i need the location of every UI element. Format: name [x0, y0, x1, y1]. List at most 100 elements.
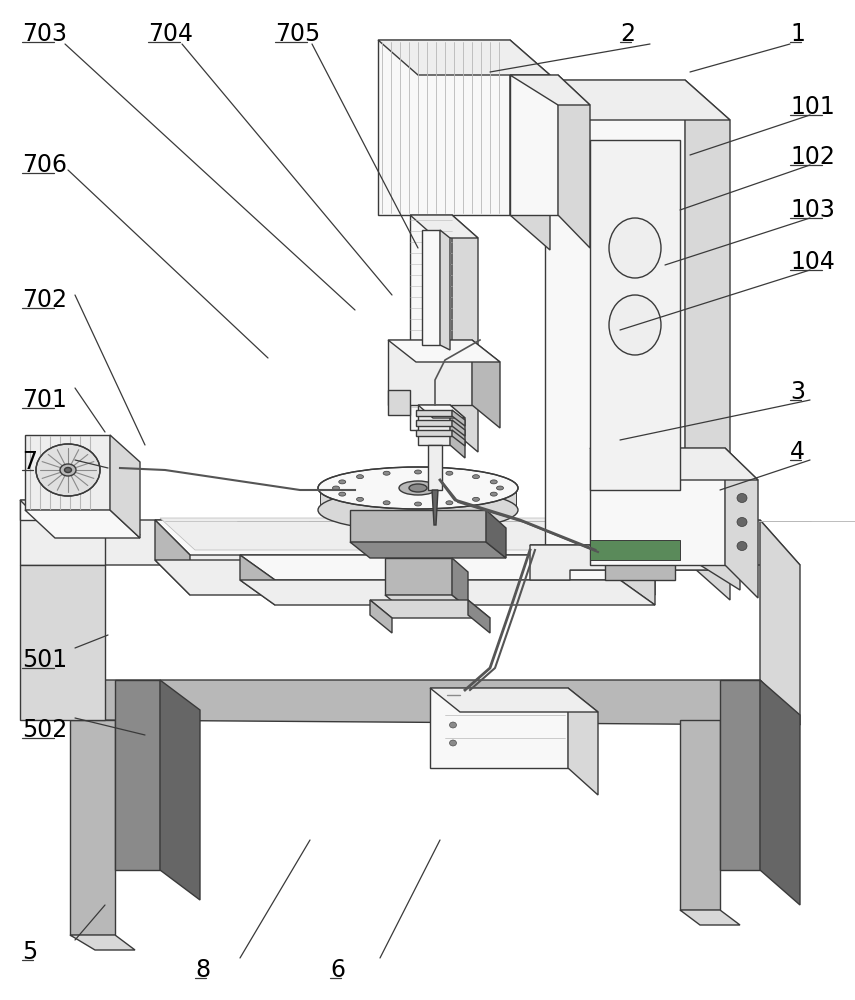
Polygon shape: [545, 80, 685, 560]
Polygon shape: [418, 405, 450, 445]
Text: 706: 706: [22, 153, 67, 177]
Text: 2: 2: [620, 22, 635, 46]
Ellipse shape: [333, 486, 339, 490]
Polygon shape: [160, 680, 200, 900]
Polygon shape: [155, 520, 655, 555]
Ellipse shape: [383, 471, 390, 475]
Polygon shape: [70, 935, 135, 950]
Polygon shape: [416, 410, 452, 416]
Ellipse shape: [497, 486, 504, 490]
Text: 1: 1: [790, 22, 805, 46]
Polygon shape: [378, 40, 550, 75]
Polygon shape: [55, 680, 800, 725]
Polygon shape: [410, 215, 478, 238]
Polygon shape: [370, 600, 490, 618]
Ellipse shape: [60, 464, 76, 476]
Ellipse shape: [473, 475, 480, 479]
Polygon shape: [378, 40, 510, 215]
Polygon shape: [620, 555, 655, 605]
Text: 704: 704: [148, 22, 193, 46]
Polygon shape: [452, 430, 465, 446]
Polygon shape: [385, 595, 468, 608]
Polygon shape: [320, 488, 516, 510]
Polygon shape: [350, 510, 486, 542]
Polygon shape: [760, 520, 800, 725]
Polygon shape: [680, 720, 720, 910]
Text: 8: 8: [195, 958, 210, 982]
Text: 6: 6: [330, 958, 345, 982]
Ellipse shape: [357, 475, 363, 479]
Polygon shape: [428, 445, 442, 490]
Ellipse shape: [415, 502, 422, 506]
Ellipse shape: [36, 444, 100, 496]
Ellipse shape: [409, 484, 427, 492]
Polygon shape: [20, 500, 105, 565]
Ellipse shape: [490, 492, 498, 496]
Polygon shape: [450, 405, 465, 458]
Polygon shape: [155, 560, 655, 595]
Polygon shape: [510, 75, 590, 105]
Polygon shape: [432, 490, 438, 525]
Polygon shape: [350, 542, 506, 558]
Polygon shape: [160, 518, 650, 550]
Polygon shape: [115, 680, 160, 870]
Polygon shape: [385, 558, 452, 595]
Polygon shape: [660, 545, 675, 562]
Polygon shape: [590, 448, 725, 565]
Ellipse shape: [445, 471, 453, 475]
Polygon shape: [55, 520, 95, 720]
Polygon shape: [590, 448, 758, 480]
Polygon shape: [510, 40, 550, 250]
Text: 703: 703: [22, 22, 67, 46]
Polygon shape: [20, 500, 140, 535]
Ellipse shape: [415, 470, 422, 474]
Polygon shape: [55, 520, 800, 565]
Text: 3: 3: [790, 380, 805, 404]
Text: 701: 701: [22, 388, 67, 412]
Text: 502: 502: [22, 718, 68, 742]
Ellipse shape: [318, 467, 518, 509]
Polygon shape: [418, 405, 465, 418]
Polygon shape: [620, 520, 655, 595]
Text: 4: 4: [790, 440, 805, 464]
Polygon shape: [720, 680, 760, 870]
Ellipse shape: [339, 480, 345, 484]
Polygon shape: [25, 435, 110, 510]
Ellipse shape: [737, 518, 747, 526]
Polygon shape: [25, 510, 140, 538]
Polygon shape: [430, 688, 598, 712]
Polygon shape: [388, 340, 500, 362]
Polygon shape: [240, 580, 655, 605]
Polygon shape: [110, 435, 140, 538]
Polygon shape: [370, 600, 392, 633]
Text: 5: 5: [22, 940, 38, 964]
Polygon shape: [452, 558, 468, 608]
Text: 705: 705: [275, 22, 321, 46]
Ellipse shape: [737, 493, 747, 502]
Ellipse shape: [473, 497, 480, 501]
Polygon shape: [70, 720, 115, 935]
Polygon shape: [545, 80, 730, 120]
Polygon shape: [558, 75, 590, 248]
Text: 101: 101: [790, 95, 834, 119]
Ellipse shape: [665, 545, 679, 555]
Polygon shape: [530, 545, 740, 580]
Ellipse shape: [609, 295, 661, 355]
Polygon shape: [440, 230, 450, 350]
Polygon shape: [388, 340, 472, 405]
Polygon shape: [155, 520, 190, 595]
Polygon shape: [760, 680, 800, 905]
Text: 104: 104: [790, 250, 834, 274]
Polygon shape: [410, 215, 452, 430]
Polygon shape: [530, 545, 740, 570]
Text: 7: 7: [22, 450, 37, 474]
Text: 702: 702: [22, 288, 67, 312]
Ellipse shape: [383, 501, 390, 505]
Polygon shape: [468, 600, 490, 633]
Polygon shape: [486, 510, 506, 558]
Ellipse shape: [450, 722, 457, 728]
Polygon shape: [605, 558, 675, 580]
Ellipse shape: [357, 497, 363, 501]
Polygon shape: [416, 420, 452, 426]
Polygon shape: [568, 688, 598, 795]
